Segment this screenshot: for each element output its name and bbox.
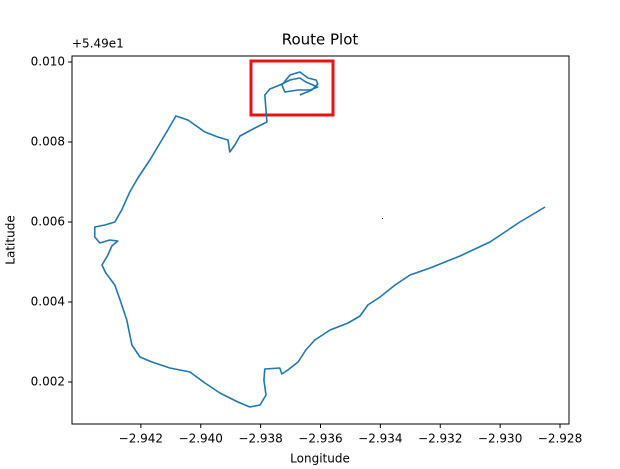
y-axis-label: Latitude: [4, 215, 18, 264]
x-axis-label: Longitude: [290, 452, 350, 466]
x-tick-label: −2.936: [298, 432, 342, 446]
y-tick-label: 0.006: [31, 215, 65, 229]
y-tick-label: 0.008: [31, 135, 65, 149]
y-tick-label: 0.002: [31, 375, 65, 389]
x-tick-label: −2.938: [238, 432, 282, 446]
dot: [382, 218, 383, 219]
x-tick-label: −2.928: [538, 432, 582, 446]
y-offset-label: +5.49e1: [72, 37, 124, 51]
highlight-box: [249, 59, 335, 117]
route-line: [93, 71, 546, 408]
plot-frame: [71, 55, 570, 425]
x-tick-label: −2.940: [179, 432, 223, 446]
x-tick-label: −2.932: [418, 432, 462, 446]
x-tick-label: −2.934: [358, 432, 402, 446]
chart-title: Route Plot: [282, 31, 359, 49]
y-tick-label: 0.010: [31, 55, 65, 69]
x-tick-label: −2.930: [478, 432, 522, 446]
y-tick-label: 0.004: [31, 295, 65, 309]
x-tick-label: −2.942: [119, 432, 163, 446]
